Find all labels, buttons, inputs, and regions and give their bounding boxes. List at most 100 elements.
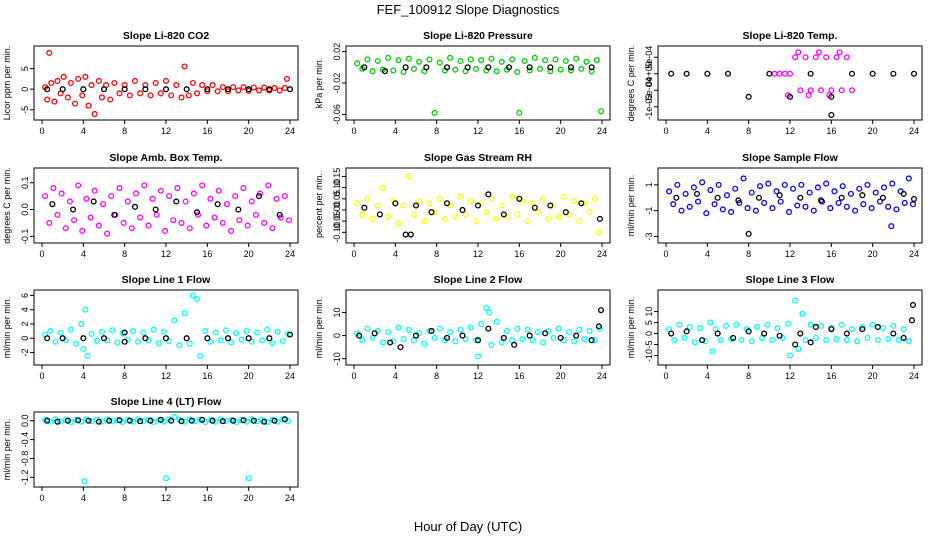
data-point xyxy=(150,326,157,333)
data-point xyxy=(550,334,557,341)
data-point xyxy=(140,329,147,336)
panel-title: Slope Gas Stream RH xyxy=(424,152,532,164)
data-point xyxy=(889,180,896,187)
data-point xyxy=(668,330,675,337)
data-point xyxy=(531,204,538,211)
data-point xyxy=(59,86,66,93)
data-point xyxy=(895,337,902,344)
panel-2: Slope Li-820 Pressure 0 4 8 12 16 20 24 -0.06 -0.… xyxy=(314,30,611,136)
data-point xyxy=(48,79,55,87)
data-point xyxy=(147,417,154,424)
data-point xyxy=(421,340,428,347)
data-point xyxy=(511,341,518,348)
data-point xyxy=(95,418,102,425)
data-point xyxy=(400,68,407,76)
data-point xyxy=(765,180,772,187)
data-point xyxy=(128,225,135,232)
data-point xyxy=(909,201,917,208)
data-point xyxy=(483,304,490,311)
data-point xyxy=(717,337,724,344)
data-point xyxy=(75,417,82,424)
data-point xyxy=(797,87,804,94)
data-point xyxy=(588,68,595,75)
data-point xyxy=(155,416,162,423)
data-point xyxy=(186,225,193,232)
data-point xyxy=(359,211,366,218)
x-tick-label: 0 xyxy=(39,126,44,136)
data-point xyxy=(162,335,170,342)
data-point xyxy=(170,217,177,224)
data-point xyxy=(410,211,417,218)
data-point xyxy=(691,339,698,346)
x-tick-label: 24 xyxy=(597,126,607,136)
data-point xyxy=(707,319,714,326)
data-point xyxy=(745,93,752,100)
data-point xyxy=(673,194,680,201)
data-point xyxy=(457,326,464,333)
data-point xyxy=(682,190,689,197)
data-point xyxy=(385,213,392,220)
data-point xyxy=(843,337,850,344)
data-point xyxy=(462,336,469,343)
figure-xlabel: Hour of Day (UTC) xyxy=(414,519,522,534)
data-point xyxy=(52,338,59,345)
data-point xyxy=(900,326,907,333)
data-point xyxy=(88,418,95,425)
y-axis-label: degrees C per min. xyxy=(2,167,12,244)
x-tick-label: 12 xyxy=(785,371,795,381)
data-point xyxy=(224,88,232,95)
data-point xyxy=(75,182,82,189)
data-point xyxy=(161,227,169,235)
data-point xyxy=(591,337,598,344)
data-point xyxy=(852,207,859,214)
panel-8: Slope Line 2 Flow 0 4 8 12 16 20 24 -10 0 10 ml/min… xyxy=(314,274,611,381)
data-point xyxy=(493,215,500,222)
data-point xyxy=(369,68,376,75)
x-tick-label: 12 xyxy=(785,249,795,259)
data-point xyxy=(145,222,152,229)
data-point xyxy=(872,189,879,196)
data-point xyxy=(121,82,128,89)
data-point xyxy=(264,419,271,426)
data-point xyxy=(405,326,412,333)
data-point xyxy=(152,206,159,213)
data-point xyxy=(204,335,211,342)
data-point xyxy=(905,175,912,182)
data-point xyxy=(168,417,175,424)
data-point xyxy=(67,79,74,87)
data-point xyxy=(805,92,812,99)
data-point xyxy=(485,191,492,198)
data-point xyxy=(142,335,149,342)
data-point xyxy=(668,70,675,77)
data-point xyxy=(42,193,49,200)
data-point xyxy=(178,219,185,226)
data-point xyxy=(807,70,814,77)
data-point xyxy=(88,82,95,89)
data-point xyxy=(836,49,843,56)
data-point xyxy=(248,338,255,345)
data-point xyxy=(807,339,814,346)
data-point xyxy=(235,87,242,94)
y-tick-label: 1 xyxy=(644,182,654,187)
data-point xyxy=(792,54,799,61)
data-point xyxy=(831,188,838,195)
x-tick-label: 20 xyxy=(244,493,254,503)
x-tick-label: 16 xyxy=(202,493,212,503)
y-tick-label: 0.10 xyxy=(332,179,342,197)
data-point xyxy=(488,55,495,62)
x-tick-label: 12 xyxy=(161,249,171,259)
data-point xyxy=(182,198,189,205)
data-point xyxy=(879,324,887,332)
x-tick-label: 4 xyxy=(81,371,86,381)
data-point xyxy=(452,213,459,220)
series-1 xyxy=(354,54,605,116)
data-point xyxy=(576,218,583,225)
data-point xyxy=(810,207,817,214)
data-point xyxy=(395,324,402,331)
x-tick-label: 0 xyxy=(351,126,356,136)
data-point xyxy=(181,63,188,70)
data-point xyxy=(240,185,247,192)
data-point xyxy=(671,337,678,344)
data-point xyxy=(869,321,876,328)
x-tick-label: 24 xyxy=(285,493,295,503)
